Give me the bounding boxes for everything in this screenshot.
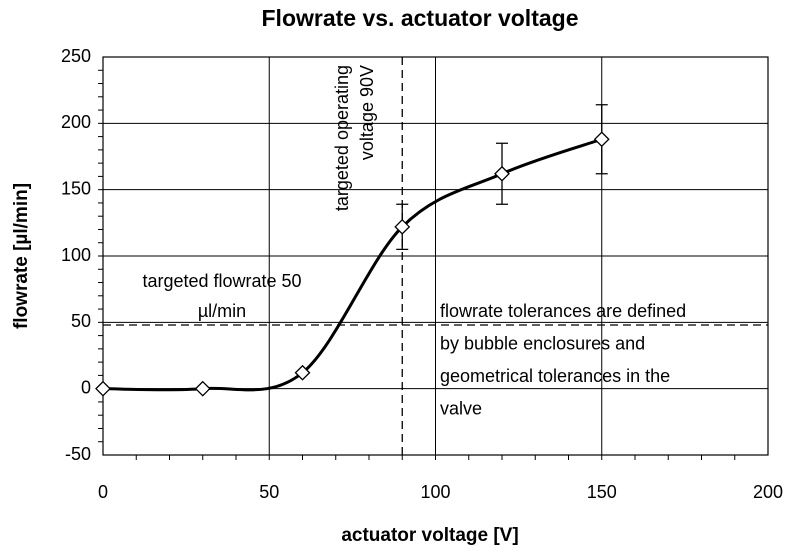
annotation: valve [440, 398, 482, 418]
x-axis-label: actuator voltage [V] [341, 525, 518, 546]
marker [294, 364, 311, 381]
marker [194, 380, 211, 397]
x-tick-label: 50 [259, 482, 279, 502]
y-tick-label: 50 [71, 311, 91, 331]
marker [95, 380, 111, 397]
plot-frame [102, 56, 769, 456]
y-tick-label: 0 [81, 377, 91, 397]
y-tick-label: 100 [61, 245, 91, 265]
annotation: targeted operating [332, 65, 352, 211]
x-tick-label: 150 [587, 482, 617, 502]
marker [394, 218, 411, 235]
y-tick-label: -50 [65, 444, 91, 464]
annotation: by bubble enclosures and [440, 333, 645, 353]
annotation: targeted flowrate 50 [142, 271, 301, 291]
annotation: voltage 90V [357, 65, 377, 160]
y-axis-label: flowrate [µl/min] [11, 183, 32, 329]
x-tick-label: 0 [98, 482, 108, 502]
annotation: geometrical tolerances in the [440, 366, 670, 386]
x-tick-label: 100 [420, 482, 450, 502]
annotation: flowrate tolerances are defined [440, 301, 686, 321]
annotation: µl/min [198, 301, 246, 321]
x-tick-label: 200 [753, 482, 783, 502]
marker [494, 165, 510, 182]
marker [593, 131, 610, 148]
y-tick-label: 250 [61, 46, 91, 66]
chart-title: Flowrate vs. actuator voltage [262, 5, 579, 31]
y-tick-label: 200 [61, 112, 91, 132]
y-tick-label: 150 [61, 178, 91, 198]
